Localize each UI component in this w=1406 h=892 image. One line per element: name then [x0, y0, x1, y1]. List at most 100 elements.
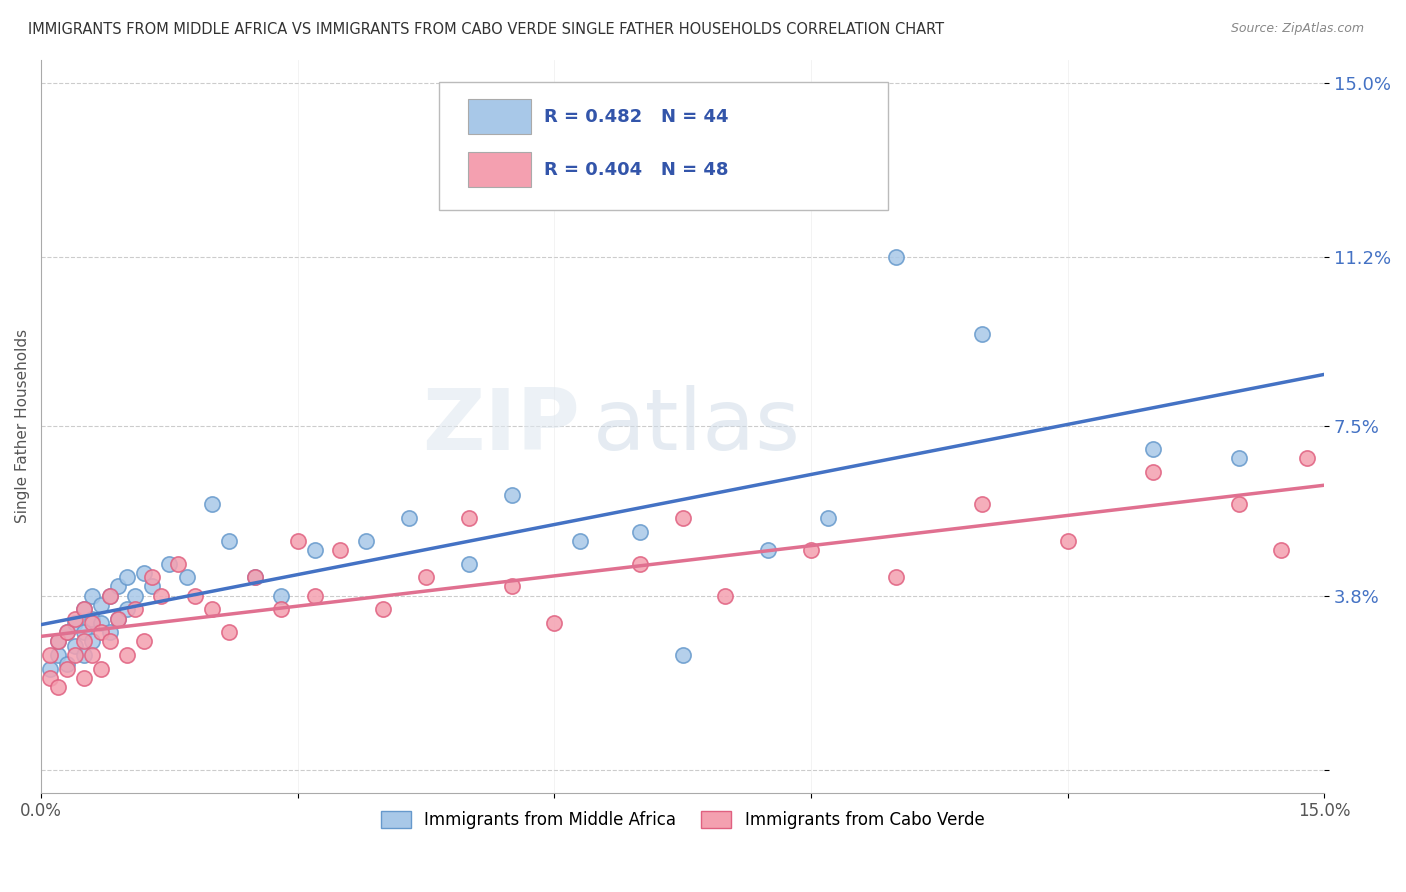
Point [107, 611, 129, 625]
Point [501, 579, 523, 593]
Point [65, 616, 87, 631]
Point [672, 648, 695, 663]
Text: R = 0.482   N = 44: R = 0.482 N = 44 [544, 108, 728, 126]
Point [98, 589, 121, 603]
Point [55, 625, 77, 640]
Point [800, 542, 823, 557]
Point [569, 533, 592, 548]
Point [65, 648, 87, 663]
Point [176, 570, 198, 584]
Point [115, 648, 138, 663]
Point [73, 602, 96, 616]
Point [73, 634, 96, 648]
Point [1056, 533, 1078, 548]
Point [398, 510, 420, 524]
Point [329, 542, 352, 557]
Point [65, 639, 87, 653]
Point [90, 616, 112, 631]
Y-axis label: Single Father Households: Single Father Households [15, 329, 30, 524]
Point [73, 648, 96, 663]
Point [415, 570, 437, 584]
Point [73, 602, 96, 616]
Point [354, 533, 377, 548]
Point [90, 662, 112, 676]
Point [90, 598, 112, 612]
Point [90, 625, 112, 640]
Point [98, 625, 121, 640]
Point [1142, 442, 1164, 456]
FancyBboxPatch shape [468, 152, 531, 187]
Text: Source: ZipAtlas.com: Source: ZipAtlas.com [1230, 22, 1364, 36]
Point [270, 589, 292, 603]
Point [82, 634, 104, 648]
Point [218, 625, 240, 640]
Point [132, 634, 155, 648]
Point [82, 616, 104, 631]
Point [1227, 497, 1250, 511]
Point [73, 625, 96, 640]
Point [543, 616, 565, 631]
Text: IMMIGRANTS FROM MIDDLE AFRICA VS IMMIGRANTS FROM CABO VERDE SINGLE FATHER HOUSEH: IMMIGRANTS FROM MIDDLE AFRICA VS IMMIGRA… [28, 22, 945, 37]
Point [55, 657, 77, 672]
Point [82, 611, 104, 625]
Point [149, 589, 172, 603]
Point [817, 510, 839, 524]
Point [970, 327, 993, 342]
Point [1227, 451, 1250, 466]
Point [243, 570, 266, 584]
Point [457, 510, 479, 524]
Point [132, 566, 155, 580]
FancyBboxPatch shape [468, 99, 531, 135]
Point [141, 570, 163, 584]
Point [373, 602, 395, 616]
Point [756, 542, 779, 557]
Point [243, 570, 266, 584]
Point [628, 524, 651, 539]
Point [218, 533, 240, 548]
Point [98, 634, 121, 648]
Point [157, 557, 180, 571]
Point [628, 557, 651, 571]
FancyBboxPatch shape [439, 81, 889, 210]
Point [73, 671, 96, 685]
Point [38, 671, 60, 685]
Point [167, 557, 190, 571]
Point [886, 570, 908, 584]
Point [46, 634, 69, 648]
Point [115, 602, 138, 616]
Point [270, 602, 292, 616]
Point [141, 579, 163, 593]
Point [46, 680, 69, 694]
Text: ZIP: ZIP [422, 384, 581, 467]
Point [46, 648, 69, 663]
Point [124, 589, 146, 603]
Text: atlas: atlas [593, 384, 801, 467]
Point [107, 579, 129, 593]
Point [82, 648, 104, 663]
Point [46, 634, 69, 648]
Point [672, 510, 695, 524]
Point [38, 648, 60, 663]
Point [1142, 465, 1164, 479]
Point [201, 497, 224, 511]
Point [201, 602, 224, 616]
Point [886, 250, 908, 264]
Point [304, 542, 326, 557]
Point [55, 662, 77, 676]
Text: R = 0.404   N = 48: R = 0.404 N = 48 [544, 161, 728, 178]
Point [970, 497, 993, 511]
Point [107, 611, 129, 625]
Point [1270, 542, 1292, 557]
Point [1296, 451, 1319, 466]
Legend: Immigrants from Middle Africa, Immigrants from Cabo Verde: Immigrants from Middle Africa, Immigrant… [374, 804, 991, 836]
Point [457, 557, 479, 571]
Point [304, 589, 326, 603]
Point [65, 611, 87, 625]
Point [714, 589, 737, 603]
Point [501, 488, 523, 502]
Point [38, 662, 60, 676]
Point [184, 589, 207, 603]
Point [55, 625, 77, 640]
Point [82, 589, 104, 603]
Point [98, 589, 121, 603]
